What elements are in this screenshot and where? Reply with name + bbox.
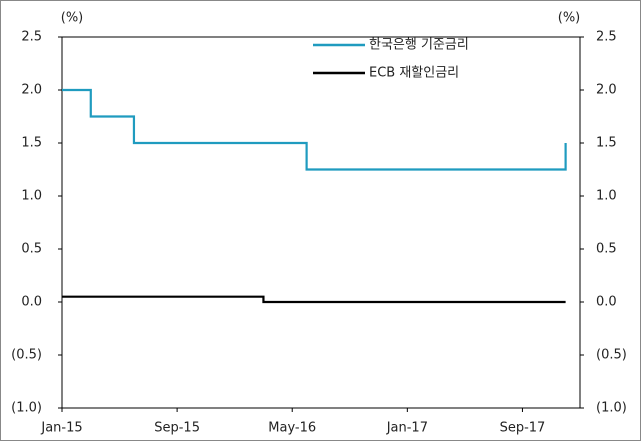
- x-tick-label: Sep-17: [500, 421, 546, 436]
- y-tick-label: 1.5: [21, 136, 42, 151]
- y2-tick-label: 2.0: [596, 83, 617, 98]
- y-tick-label: 2.5: [21, 30, 42, 45]
- x-tick-label: Sep-15: [154, 421, 200, 436]
- y-axis-unit: (%): [61, 11, 84, 26]
- y2-tick-label: 1.0: [596, 189, 617, 204]
- legend-label: 한국은행 기준금리: [369, 37, 469, 53]
- x-tick-label: Jan-15: [40, 421, 82, 436]
- y-tick-label: 0.0: [21, 295, 42, 310]
- y2-tick-label: 2.5: [596, 30, 617, 45]
- y2-tick-label: 1.5: [596, 136, 617, 151]
- y2-tick-label: (0.5): [596, 348, 627, 363]
- x-tick-label: May-16: [268, 421, 316, 436]
- y-tick-label: (1.0): [11, 401, 42, 416]
- y-tick-label: 1.0: [21, 189, 42, 204]
- legend-label: ECB 재할인금리: [369, 66, 459, 81]
- y-tick-label: 2.0: [21, 83, 42, 98]
- series-line: [62, 295, 566, 304]
- y2-tick-label: (1.0): [596, 401, 627, 416]
- y2-tick-label: 0.0: [596, 295, 617, 310]
- y2-tick-label: 0.5: [596, 242, 617, 257]
- y-tick-label: (0.5): [11, 348, 42, 363]
- series-line: [62, 88, 567, 171]
- y2-axis-unit: (%): [558, 11, 581, 26]
- plot-area: [61, 36, 581, 409]
- x-tick-label: Jan-17: [386, 421, 428, 436]
- y-tick-label: 0.5: [21, 242, 42, 257]
